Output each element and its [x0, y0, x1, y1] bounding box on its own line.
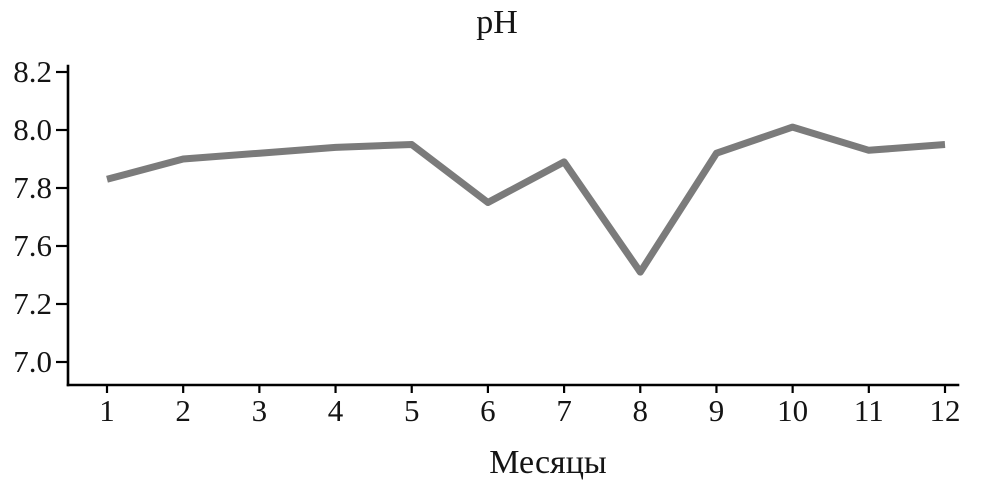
x-tick-label: 11	[854, 393, 884, 428]
chart-title: pH	[476, 4, 518, 41]
y-tick-label: 8.2	[13, 54, 52, 89]
x-tick-label: 12	[930, 393, 961, 428]
x-tick-label: 8	[633, 393, 649, 428]
y-ticks: 8.2 8.0 7.8 7.6 7.2 7.0	[13, 54, 68, 379]
x-tick-label: 2	[175, 393, 191, 428]
y-tick-label: 7.8	[13, 170, 52, 205]
x-tick-label: 7	[556, 393, 572, 428]
x-tick-label: 9	[709, 393, 725, 428]
y-tick-label: 7.0	[13, 344, 52, 379]
axes	[66, 64, 960, 387]
x-tick-label: 4	[328, 393, 344, 428]
x-tick-label: 3	[252, 393, 268, 428]
y-tick-label: 7.6	[13, 228, 52, 263]
x-tick-label: 10	[777, 393, 808, 428]
x-tick-label: 6	[480, 393, 496, 428]
x-tick-label: 5	[404, 393, 420, 428]
x-ticks: 1 2 3 4 5 6 7 8 9 10 11 12	[99, 385, 961, 428]
x-axis-title: Месяцы	[489, 444, 607, 481]
data-line	[106, 123, 946, 276]
y-tick-label: 7.2	[13, 286, 52, 321]
x-tick-label: 1	[99, 393, 115, 428]
y-tick-label: 8.0	[13, 112, 52, 147]
